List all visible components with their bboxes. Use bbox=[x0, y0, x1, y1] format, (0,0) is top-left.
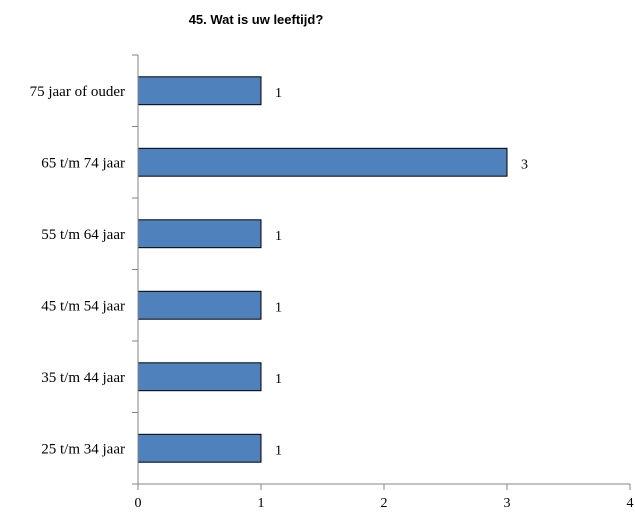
bar bbox=[137, 362, 262, 392]
category-label: 35 t/m 44 jaar bbox=[41, 370, 125, 386]
category-label: 45 t/m 54 jaar bbox=[41, 298, 125, 314]
bar bbox=[137, 147, 508, 177]
data-label: 1 bbox=[275, 229, 282, 244]
x-tick-label: 1 bbox=[258, 496, 265, 511]
category-label: 75 jaar of ouder bbox=[30, 84, 125, 100]
x-tick-label: 4 bbox=[627, 496, 634, 511]
category-label: 25 t/m 34 jaar bbox=[41, 441, 125, 457]
x-tick-label: 3 bbox=[504, 496, 511, 511]
data-label: 1 bbox=[275, 372, 282, 387]
data-label: 1 bbox=[275, 86, 282, 101]
category-label: 65 t/m 74 jaar bbox=[41, 155, 125, 171]
bar bbox=[137, 219, 262, 249]
bar bbox=[137, 290, 262, 320]
x-tick-label: 2 bbox=[381, 496, 388, 511]
data-label: 1 bbox=[275, 300, 282, 315]
x-tick-label: 0 bbox=[135, 496, 142, 511]
chart-title: 45. Wat is uw leeftijd? bbox=[189, 12, 324, 27]
bar bbox=[137, 433, 262, 463]
bar bbox=[137, 76, 262, 106]
category-label: 55 t/m 64 jaar bbox=[41, 227, 125, 243]
data-label: 3 bbox=[521, 157, 528, 172]
data-label: 1 bbox=[275, 443, 282, 458]
